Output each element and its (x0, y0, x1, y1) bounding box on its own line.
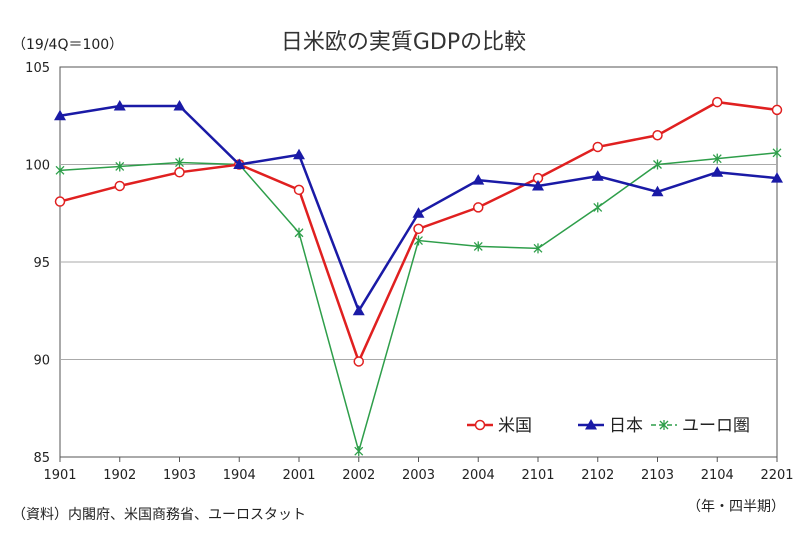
x-tick-label: 2001 (282, 468, 315, 483)
data-point-2 (55, 165, 65, 176)
data-point-2 (473, 241, 483, 252)
y-tick-label: 100 (25, 159, 50, 174)
x-tick-label: 1903 (163, 468, 196, 483)
y-unit-label: （19/4Q＝100） (12, 37, 124, 53)
data-point-2 (712, 153, 722, 164)
data-point-0 (712, 96, 723, 108)
data-point-0 (174, 167, 185, 178)
chart-title: 日米欧の実質GDPの比較 (280, 30, 527, 55)
data-point-2 (533, 243, 543, 254)
x-unit-label: （年・四半期） (687, 499, 785, 515)
data-point-1 (233, 158, 246, 169)
x-tick-label: 2104 (701, 468, 734, 483)
x-tick-label: 2102 (581, 468, 614, 483)
data-point-0 (652, 130, 663, 141)
data-point-1 (711, 166, 724, 177)
data-point-1 (412, 207, 425, 218)
x-tick-label: 2103 (641, 468, 674, 483)
legend-marker (585, 419, 597, 430)
legend-label: 米国 (498, 416, 532, 436)
x-tick-label: 2002 (342, 468, 375, 483)
data-point-2 (115, 161, 125, 172)
x-tick-label: 1904 (223, 468, 256, 483)
data-point-0 (114, 180, 125, 192)
legend-marker (474, 419, 486, 431)
data-point-0 (54, 196, 66, 207)
data-point-0 (771, 104, 783, 116)
data-point-1 (293, 148, 305, 160)
data-point-0 (473, 202, 484, 213)
legend-marker (659, 420, 669, 430)
data-point-1 (352, 304, 365, 316)
y-tick-label: 85 (33, 451, 50, 466)
data-point-1 (532, 179, 544, 191)
data-point-2 (294, 227, 304, 238)
data-point-0 (413, 223, 424, 235)
data-point-1 (472, 174, 485, 185)
data-point-1 (651, 185, 664, 197)
legend-label: ユーロ圏 (682, 416, 750, 436)
x-tick-label: 2004 (462, 468, 495, 483)
data-point-1 (113, 100, 126, 111)
x-tick-label: 2003 (402, 468, 435, 483)
data-point-0 (353, 356, 364, 367)
data-point-1 (173, 100, 186, 111)
data-point-2 (772, 147, 782, 158)
x-tick-label: 1902 (103, 468, 136, 483)
x-tick-label: 2201 (760, 468, 793, 483)
data-point-1 (771, 172, 783, 183)
data-point-2 (653, 159, 662, 170)
data-point-1 (591, 170, 604, 181)
legend-label: 日本 (609, 416, 643, 436)
y-tick-label: 105 (25, 61, 50, 76)
data-point-2 (175, 157, 184, 168)
data-point-1 (54, 109, 66, 121)
x-tick-label: 1901 (43, 468, 76, 483)
data-point-2 (354, 446, 364, 457)
data-point-2 (593, 202, 603, 213)
x-tick-label: 2101 (521, 468, 554, 483)
source-note: （資料）内閣府、米国商務省、ユーロスタット (12, 507, 306, 523)
data-point-0 (592, 141, 603, 153)
data-point-0 (293, 184, 305, 196)
data-point-2 (414, 235, 423, 246)
y-tick-label: 95 (33, 256, 50, 271)
series-line-2 (59, 152, 778, 454)
y-tick-label: 90 (33, 354, 50, 369)
